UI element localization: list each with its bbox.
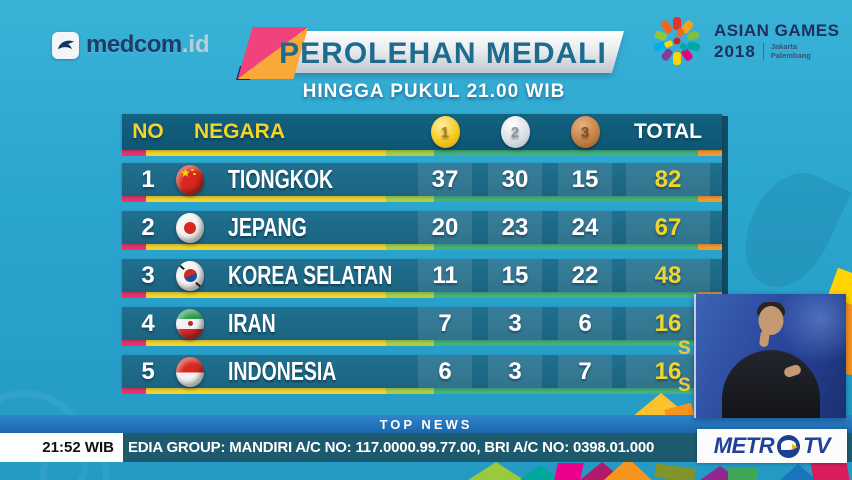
total-count: 67 xyxy=(626,211,710,244)
country-name: IRAN xyxy=(228,308,276,338)
metro-tv-logo: METR TV xyxy=(697,429,847,463)
total-count: 48 xyxy=(626,259,710,292)
asian-games-year: 2018 xyxy=(714,41,756,61)
table-row: 5 INDONESIA 6 3 7 16 xyxy=(122,355,722,394)
bronze-medal-icon: 3 xyxy=(570,116,600,148)
metro-tv-wordmark-right: TV xyxy=(803,433,831,458)
ticker-text: EDIA GROUP: MANDIRI A/C NO: 117.0000.99.… xyxy=(128,439,655,456)
bronze-count: 7 xyxy=(558,355,612,388)
asian-games-city2: Palembang xyxy=(770,50,811,60)
silver-count: 30 xyxy=(488,163,542,196)
country-name: KOREA SELATAN xyxy=(228,260,393,290)
gold-count: 37 xyxy=(418,163,472,196)
rank: 4 xyxy=(141,309,155,337)
metro-tv-eagle-icon xyxy=(777,434,801,458)
sign-language-interpreter xyxy=(694,294,846,418)
gold-count: 11 xyxy=(418,259,472,292)
gold-count: 7 xyxy=(418,307,472,340)
bronze-count: 6 xyxy=(558,307,612,340)
page-subtitle: HINGGA PUKUL 21.00 WIB xyxy=(302,81,566,102)
gold-count: 20 xyxy=(418,211,472,244)
table-header-row: NO NEGARA 1 2 3 TOTAL xyxy=(122,114,722,156)
medcom-suffix: .id xyxy=(181,31,210,58)
background-shape xyxy=(728,468,758,480)
country-name: JEPANG xyxy=(228,212,307,242)
interpreter-hand xyxy=(758,329,771,348)
top-news-bar: TOP NEWS xyxy=(0,415,852,433)
medcom-wordmark: medcom xyxy=(86,31,182,58)
silver-count: 23 xyxy=(488,211,542,244)
table-row: 3 KOREA SELATAN 11 15 22 48 xyxy=(122,259,722,298)
indonesia-flag-icon xyxy=(176,356,204,387)
rank: 3 xyxy=(141,261,155,289)
silver-count: 3 xyxy=(488,355,542,388)
asian-games-logo: ASIAN GAMES 2018 Jakarta Palembang xyxy=(648,12,839,70)
background-shape xyxy=(810,462,850,480)
asian-games-city1: Jakarta xyxy=(770,42,798,51)
row-accent-strip xyxy=(122,388,722,394)
row-accent-strip xyxy=(122,196,722,202)
rank: 5 xyxy=(141,357,155,385)
asian-games-title: ASIAN GAMES xyxy=(714,20,840,40)
iran-flag-icon xyxy=(176,308,204,339)
row-accent-strip xyxy=(122,292,722,298)
background-letter: S xyxy=(678,338,691,359)
row-accent-strip xyxy=(122,150,722,156)
column-header-no: NO xyxy=(132,120,164,143)
page-title: PEROLEHAN MEDALI xyxy=(279,37,607,70)
row-accent-strip xyxy=(122,244,722,250)
country-name: INDONESIA xyxy=(228,356,337,386)
silver-medal-icon: 2 xyxy=(500,116,530,148)
gold-medal-icon: 1 xyxy=(430,116,460,148)
silver-count: 15 xyxy=(488,259,542,292)
row-accent-strip xyxy=(122,340,722,346)
south-korea-flag-icon xyxy=(176,260,204,291)
table-row: 4 IRAN 7 3 6 16 xyxy=(122,307,722,346)
bronze-count: 15 xyxy=(558,163,612,196)
japan-flag-icon xyxy=(176,212,204,243)
country-name: TIONGKOK xyxy=(228,164,334,194)
metro-tv-wordmark-left: METR xyxy=(713,433,775,458)
silver-count: 3 xyxy=(488,307,542,340)
column-header-country: NEGARA xyxy=(194,120,286,143)
medcom-logo: medcom.id xyxy=(52,31,210,59)
medcom-eagle-icon xyxy=(52,31,79,59)
rank: 1 xyxy=(141,165,155,193)
column-header-total: TOTAL xyxy=(633,120,703,143)
china-flag-icon: ★ xyxy=(176,164,204,195)
asian-games-emblem-icon xyxy=(653,17,701,65)
clock: 21:52 WIB xyxy=(0,433,123,462)
background-shape xyxy=(468,462,524,480)
bronze-count: 24 xyxy=(558,211,612,244)
top-news-label: TOP NEWS xyxy=(379,416,473,432)
background-shape xyxy=(654,463,696,480)
divider xyxy=(762,43,764,60)
table-row: 1 ★ TIONGKOK 37 30 15 82 xyxy=(122,163,722,202)
rank: 2 xyxy=(141,213,155,241)
bronze-count: 22 xyxy=(558,259,612,292)
table-side-shadow xyxy=(722,116,728,400)
background-shape xyxy=(554,463,584,480)
gold-count: 6 xyxy=(418,355,472,388)
total-count: 82 xyxy=(626,163,710,196)
background-letter: S xyxy=(678,375,691,396)
table-row: 2 JEPANG 20 23 24 67 xyxy=(122,211,722,250)
